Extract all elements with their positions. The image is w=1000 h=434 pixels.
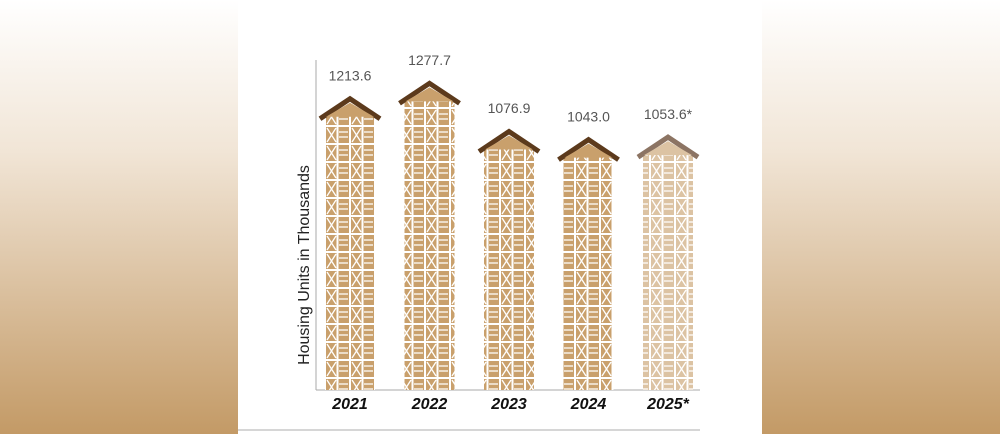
value-label: 1277.7: [408, 52, 451, 68]
house-bar: [318, 95, 382, 391]
value-label: 1213.6: [329, 67, 372, 83]
value-label: 1053.6*: [644, 106, 693, 122]
bar-lattice: [325, 112, 375, 391]
x-tick-label: 2025*: [646, 396, 690, 413]
x-tick-label: 2024: [570, 396, 607, 413]
roof: [557, 136, 620, 162]
value-label: 1043.0: [567, 108, 610, 124]
side-panel: [0, 0, 238, 434]
x-tick-label: 2021: [331, 396, 368, 413]
value-label: 1076.9: [488, 100, 531, 116]
house-bar: [477, 128, 541, 390]
house-bar: [557, 136, 620, 390]
roof: [636, 134, 700, 160]
roof-fill: [644, 141, 692, 156]
roof: [318, 95, 382, 121]
x-tick-label: 2022: [411, 396, 448, 413]
y-axis-label: Housing Units in Thousands: [296, 165, 313, 365]
bar-lattice: [643, 151, 693, 390]
roof: [477, 128, 541, 154]
roof: [398, 80, 461, 106]
house-bar: [398, 80, 461, 391]
roof-fill: [405, 87, 454, 102]
roof-fill: [485, 135, 533, 150]
side-panel: [762, 0, 1000, 434]
roof-fill: [564, 143, 613, 158]
bar-lattice: [484, 145, 534, 390]
bar-lattice: [563, 153, 614, 390]
house-bar: [636, 134, 700, 390]
x-tick-label: 2023: [490, 396, 527, 413]
bar-lattice: [404, 97, 455, 391]
roof-fill: [326, 102, 374, 117]
